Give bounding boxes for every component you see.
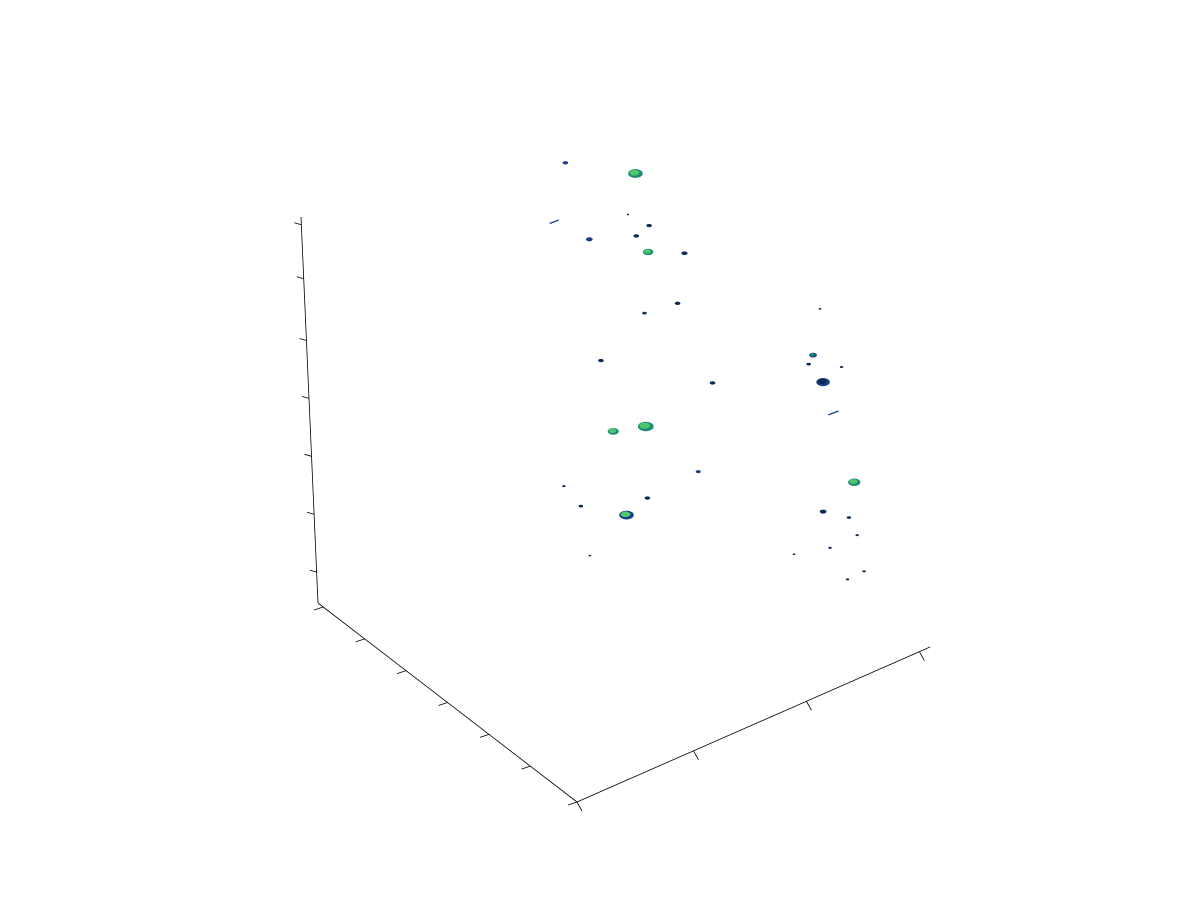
isosurface-blob	[681, 251, 688, 256]
isosurface-blob	[709, 381, 716, 385]
y-axis-tick	[567, 801, 578, 806]
z-axis-tick	[304, 453, 312, 457]
z-axis-tick	[306, 511, 315, 515]
isosurface-blob	[819, 509, 827, 514]
isosurface-blob	[585, 237, 593, 242]
isosurface-blob	[637, 421, 654, 432]
isosurface-blob	[816, 378, 830, 387]
isosurface-blob	[674, 301, 681, 306]
z-axis-tick	[309, 569, 317, 573]
isosurface-blob	[828, 546, 832, 549]
isosurface-blob	[818, 308, 822, 310]
isosurface-blob	[578, 504, 584, 508]
isosurface-blob	[562, 485, 566, 488]
z-axis-line	[300, 216, 319, 604]
isosurface-blob	[619, 510, 634, 520]
x-axis-tick	[919, 651, 925, 661]
z-axis-tick	[299, 338, 307, 341]
x-axis-tick	[806, 701, 812, 711]
isosurface-blob	[855, 534, 859, 537]
z-axis-tick	[294, 222, 302, 226]
isosurface-blob	[562, 161, 569, 165]
isosurface-blob	[809, 352, 817, 358]
isosurface-blob	[644, 496, 651, 500]
y-axis-tick	[521, 765, 531, 770]
axes-group	[294, 216, 931, 812]
isosurface-blob	[839, 365, 844, 368]
isosurface-blob	[695, 470, 701, 474]
z-axis-tick	[301, 396, 310, 399]
isosurface-blob	[792, 553, 796, 556]
isosurface-blob	[633, 234, 640, 238]
isosurface-blob	[806, 362, 811, 366]
x-axis-line	[576, 646, 931, 803]
isosurface-blobs	[549, 161, 866, 581]
isosurface-blob	[828, 410, 839, 416]
isosurface-blob	[598, 358, 604, 363]
isosurface-blob	[846, 516, 852, 519]
isosurface-blob	[549, 219, 559, 225]
x-axis-tick	[576, 801, 583, 812]
isosurface-blob	[607, 427, 619, 435]
isosurface-blob	[646, 223, 652, 228]
x-axis-tick	[693, 750, 699, 761]
y-axis-tick	[314, 606, 324, 611]
y-axis-tick	[438, 702, 448, 706]
y-axis-tick	[355, 638, 365, 643]
isosurface-blob	[642, 311, 647, 315]
isosurface-blob	[626, 213, 630, 216]
z-axis-tick	[296, 276, 304, 280]
isosurface-blob	[628, 169, 643, 178]
isosurface-blob	[642, 248, 654, 256]
isosurface-blob	[848, 478, 861, 486]
y-axis-tick	[479, 733, 490, 738]
isosurface-blob	[588, 554, 592, 557]
isosurface-blob	[845, 578, 850, 581]
isosurface-blob	[862, 570, 866, 573]
y-axis-tick	[396, 670, 407, 675]
